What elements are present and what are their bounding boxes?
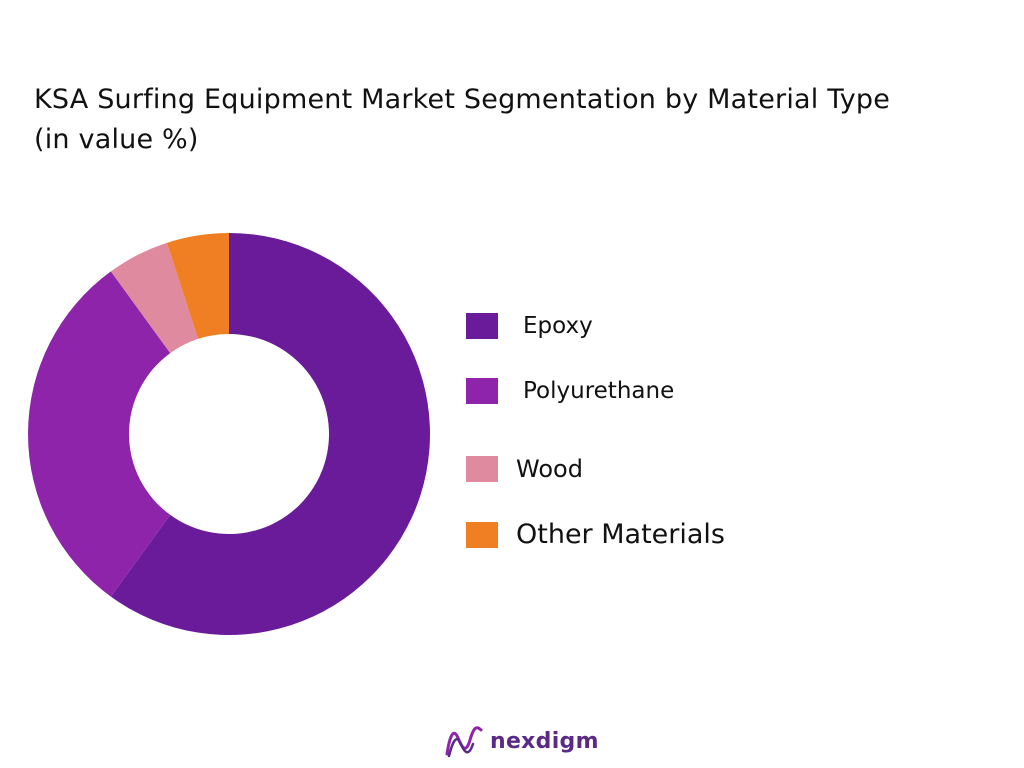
legend-swatch-other-materials <box>466 521 498 548</box>
legend-item-polyurethane: Polyurethane <box>466 378 674 404</box>
legend-swatch-wood <box>466 456 498 482</box>
donut-slices <box>27 233 431 636</box>
legend-swatch-epoxy <box>466 313 498 339</box>
legend-swatch-polyurethane <box>466 378 498 404</box>
chart-title: KSA Surfing Equipment Market Segmentatio… <box>34 80 890 160</box>
legend-label-polyurethane: Polyurethane <box>523 378 675 404</box>
legend-label-wood: Wood <box>516 455 583 483</box>
slice-polyurethane <box>27 271 171 597</box>
legend-item-epoxy: Epoxy <box>466 313 593 339</box>
slice-wood <box>110 242 199 354</box>
legend-label-other-materials: Other Materials <box>516 519 725 550</box>
nexdigm-wave-logo-icon <box>445 726 483 758</box>
slice-other-materials <box>166 233 229 339</box>
chart-legend: Epoxy Polyurethane Wood Other Materials <box>466 0 1006 768</box>
chart-title-line-1: KSA Surfing Equipment Market Segmentatio… <box>34 84 891 115</box>
slice-epoxy <box>110 233 431 636</box>
chart-title-line-2: (in value %) <box>34 124 199 155</box>
logo-text: nexdigm <box>490 728 599 754</box>
legend-item-other-materials: Other Materials <box>466 519 725 550</box>
nexdigm-logo: nexdigm <box>444 724 599 758</box>
legend-item-wood: Wood <box>466 455 583 483</box>
legend-label-epoxy: Epoxy <box>523 313 593 339</box>
